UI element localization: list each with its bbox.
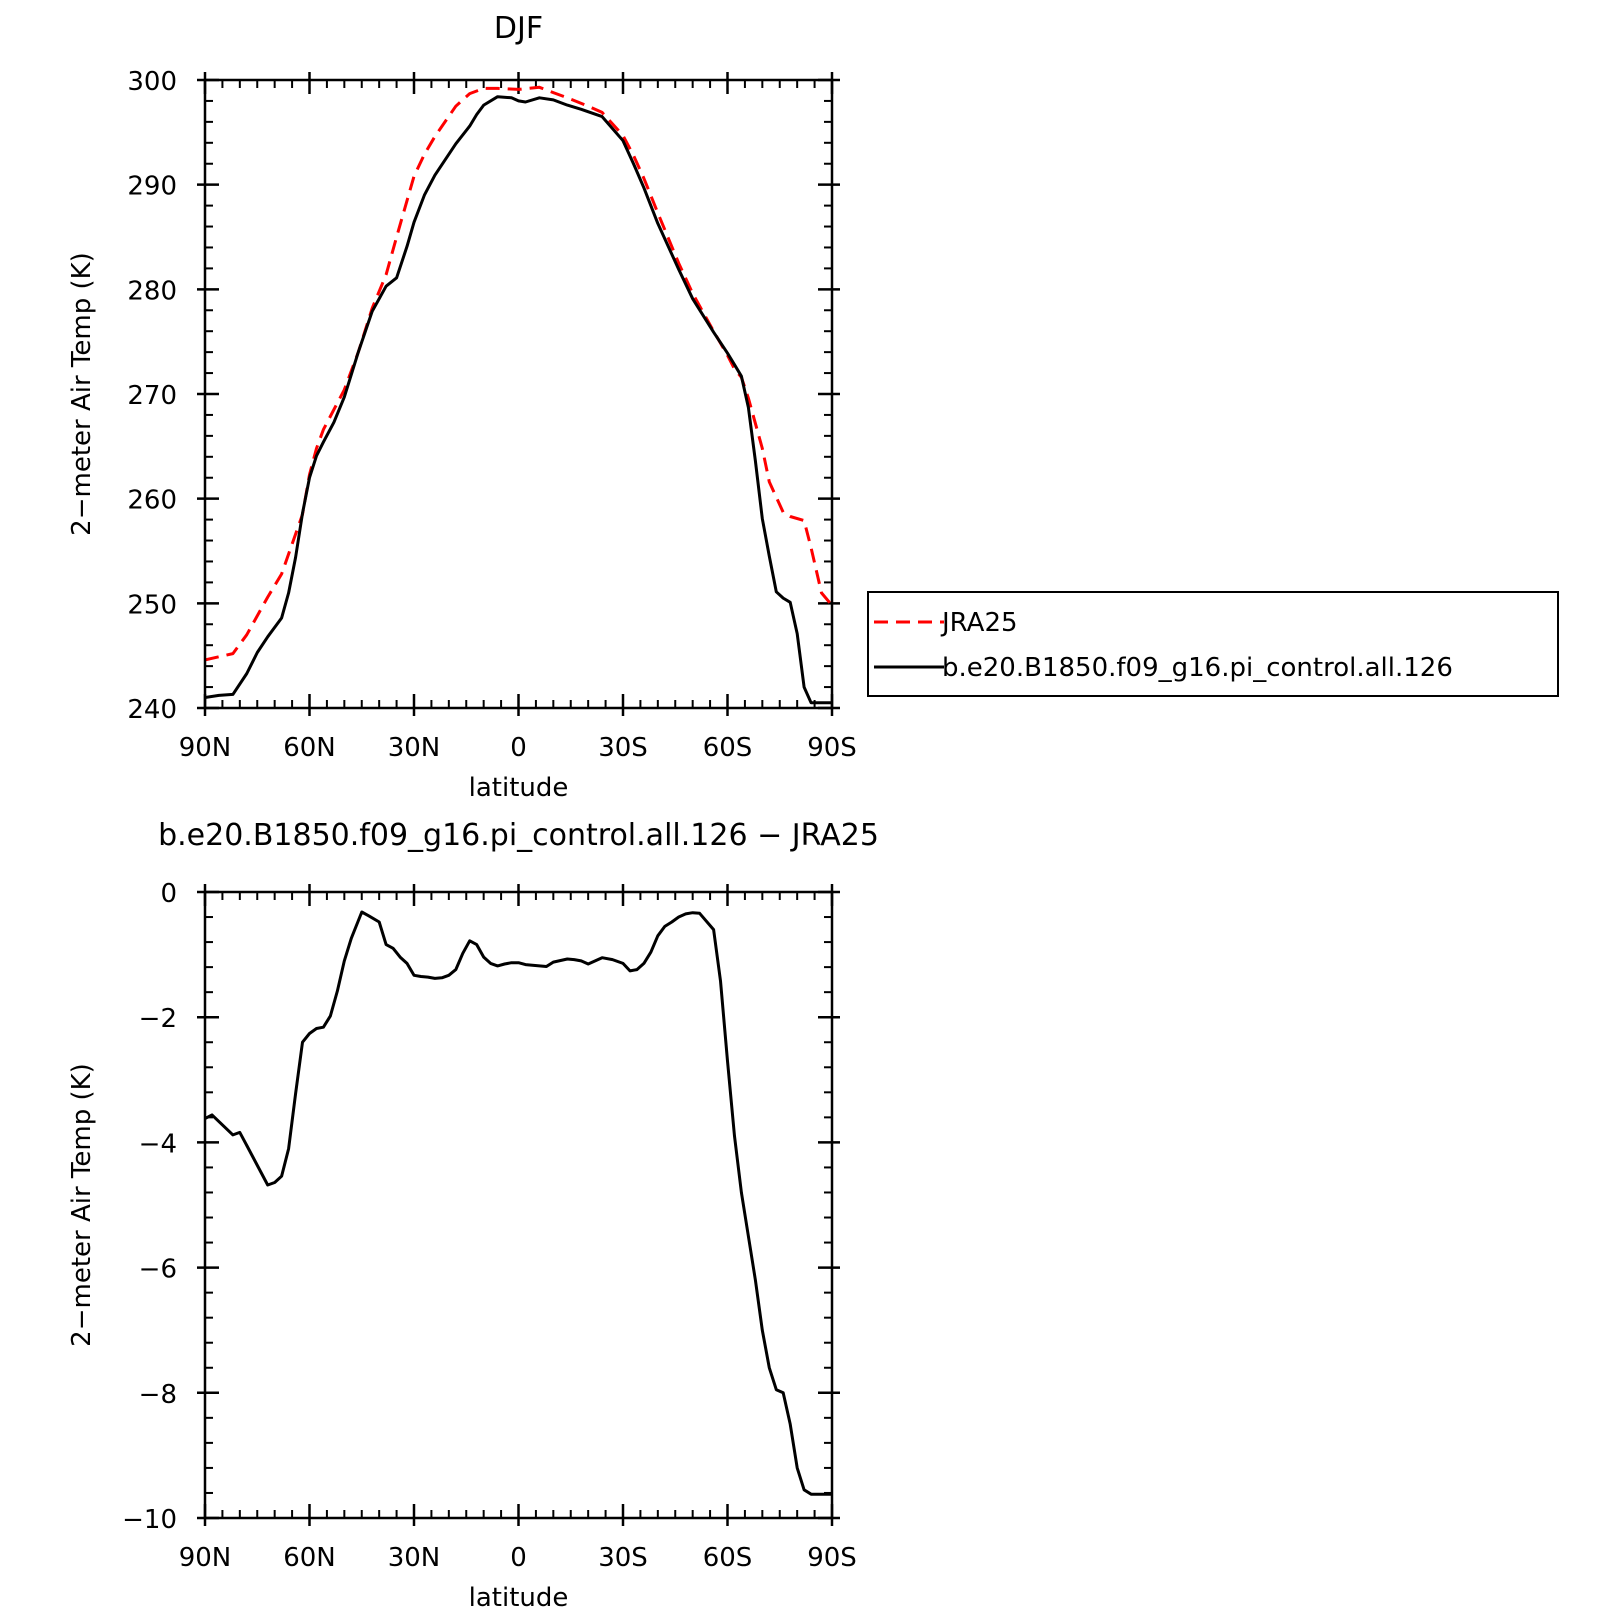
- y-tick-label: −4: [139, 1129, 177, 1159]
- y-tick-label: 260: [127, 486, 177, 516]
- legend: JRA25 b.e20.B1850.f09_g16.pi_control.all.…: [867, 591, 1559, 697]
- x-axis-label: latitude: [469, 773, 569, 803]
- legend-entry-label: JRA25: [940, 608, 1018, 638]
- x-tick-label: 60S: [703, 1543, 753, 1573]
- x-tick-label: 90S: [807, 733, 857, 763]
- x-tick-label: 60N: [283, 1543, 336, 1573]
- plot-frame: [203, 78, 834, 710]
- series-line-difference: [205, 910, 832, 1496]
- y-tick-label: 300: [127, 67, 177, 97]
- panel-djf: DJF 90N 60N 30N 0 30S 60S 90S 240 250 260 270 280 290…: [67, 11, 1559, 803]
- legend-entry-label: b.e20.B1850.f09_g16.pi_control.all.126: [942, 653, 1453, 683]
- plot-frame: [203, 890, 834, 1520]
- y-tick-label: −6: [139, 1255, 177, 1285]
- legend-box: [867, 591, 1559, 697]
- y-tick-label: 290: [127, 172, 177, 202]
- x-axis-label: latitude: [469, 1583, 569, 1608]
- y-tick-label: −2: [139, 1004, 177, 1034]
- y-tick-label: 270: [127, 381, 177, 411]
- series-line-jra25: [205, 85, 832, 662]
- x-tick-label: 30N: [388, 733, 441, 763]
- panel-difference: b.e20.B1850.f09_g16.pi_control.all.126 −…: [67, 818, 879, 1608]
- chart-title: b.e20.B1850.f09_g16.pi_control.all.126 −…: [158, 818, 879, 853]
- x-tick-label: 30N: [388, 1543, 441, 1573]
- series-line-model: [205, 95, 832, 705]
- x-tick-label: 90S: [807, 1543, 857, 1573]
- y-axis-label: 2−meter Air Temp (K): [67, 1063, 97, 1347]
- y-tick-label: −10: [122, 1505, 177, 1535]
- y-axis-label: 2−meter Air Temp (K): [67, 252, 97, 536]
- x-tick-label: 60N: [283, 733, 336, 763]
- x-tick-label: 90N: [179, 1543, 232, 1573]
- x-tick-label: 0: [510, 1543, 527, 1573]
- y-tick-label: 250: [127, 590, 177, 620]
- x-tick-label: 30S: [598, 733, 648, 763]
- chart-title: DJF: [494, 11, 543, 46]
- y-tick-label: 280: [127, 276, 177, 306]
- x-tick-label: 0: [510, 733, 527, 763]
- y-tick-label: 240: [127, 695, 177, 725]
- x-tick-label: 30S: [598, 1543, 648, 1573]
- x-tick-label: 60S: [703, 733, 753, 763]
- y-tick-label: 0: [160, 879, 177, 909]
- x-tick-label: 90N: [179, 733, 232, 763]
- y-tick-label: −8: [139, 1380, 177, 1410]
